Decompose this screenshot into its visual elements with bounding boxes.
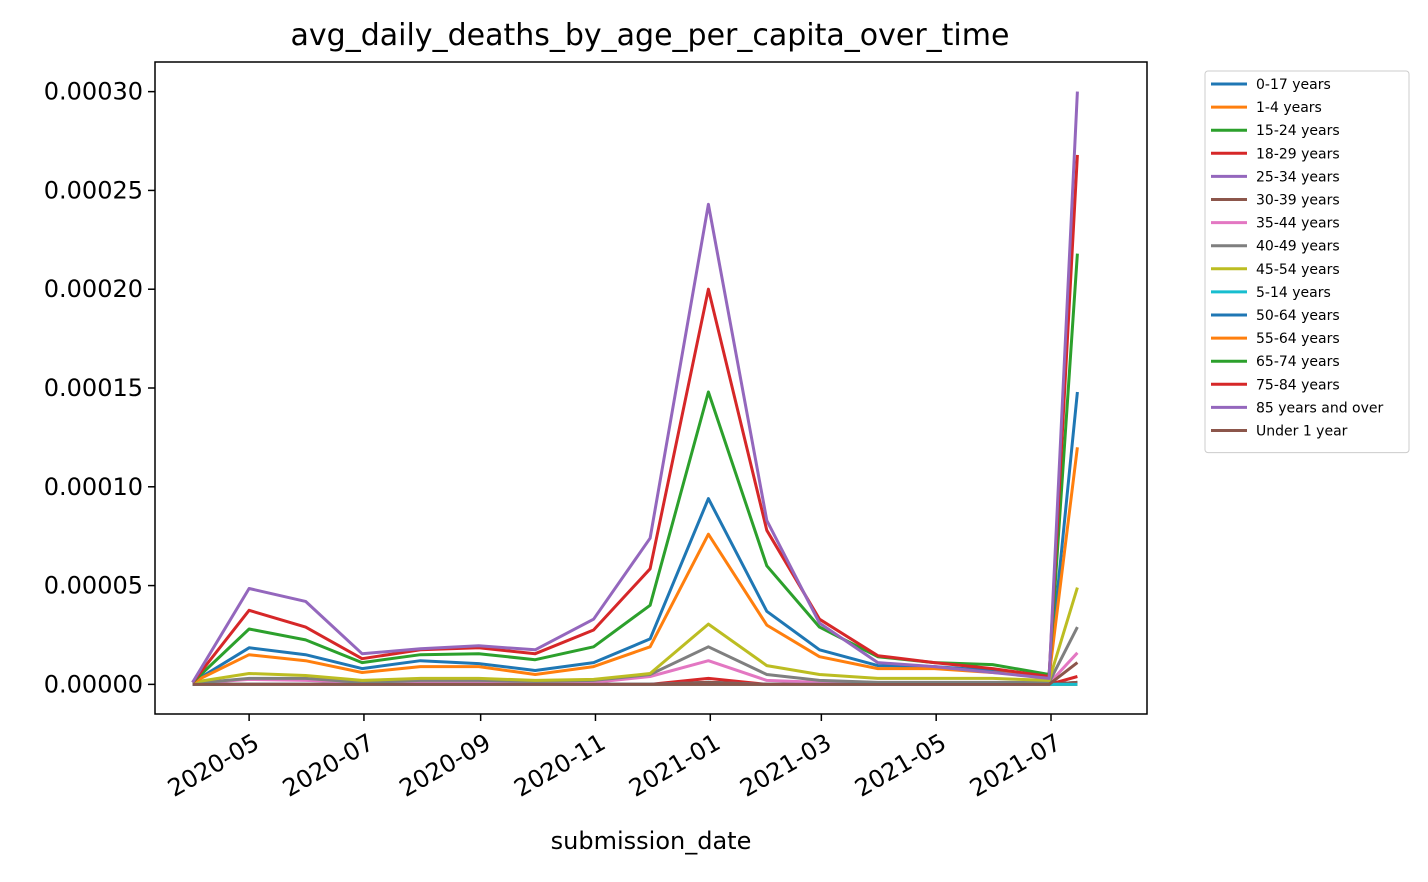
legend-frame (1204, 70, 1410, 454)
y-tick-label: 0.00030 (44, 78, 143, 106)
legend-label: 35-44 years (1256, 216, 1340, 232)
y-tick-label: 0.00025 (44, 176, 143, 204)
legend-label: 40-49 years (1256, 239, 1340, 255)
legend-label: 15-24 years (1256, 123, 1340, 139)
legend-label: 55-64 years (1256, 331, 1340, 347)
y-tick-label: 0.00020 (44, 275, 143, 303)
y-axis-ticks: 0.00000 0.00005 0.00010 0.00015 0.00020 0.000… (44, 78, 155, 698)
legend-label: 85 years and over (1256, 400, 1383, 416)
series-line-14 (191, 91, 1079, 684)
legend-label: 5-14 years (1256, 285, 1331, 301)
series-line-13 (191, 154, 1079, 684)
legend-label: 50-64 years (1256, 308, 1340, 324)
legend-label: 30-39 years (1256, 193, 1340, 209)
legend-label: Under 1 year (1256, 424, 1348, 440)
x-axis-label: submission_date (551, 827, 752, 855)
plot-frame (154, 61, 1148, 715)
series-lines (191, 91, 1079, 686)
legend-label: 0-17 years (1256, 77, 1331, 93)
series-line-8 (192, 587, 1079, 684)
legend-label: 45-54 years (1256, 262, 1340, 278)
series-line-15 (192, 661, 1079, 686)
legend-label: 25-34 years (1256, 169, 1340, 185)
y-tick-label: 0.00005 (44, 572, 143, 600)
y-tick-label: 0.00010 (44, 473, 143, 501)
legend-label: 65-74 years (1256, 354, 1340, 370)
y-tick-label: 0.00000 (44, 670, 143, 698)
legend-label: 18-29 years (1256, 146, 1340, 162)
legend-label: 75-84 years (1256, 377, 1340, 393)
legend-label: 1-4 years (1256, 100, 1322, 116)
legend: 0-17 years 1-4 years 15-24 years 18-29 year… (1204, 70, 1410, 454)
chart-title: avg_daily_deaths_by_age_per_capita_over_… (291, 18, 1010, 53)
y-tick-label: 0.00015 (44, 374, 143, 402)
